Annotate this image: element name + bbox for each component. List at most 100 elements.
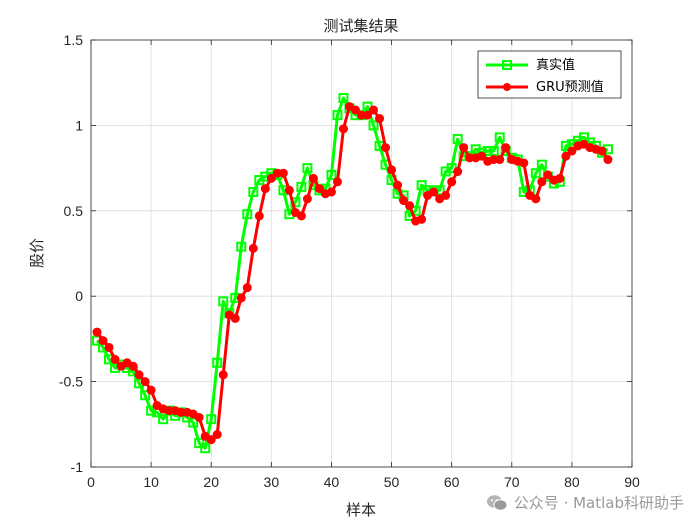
data-point (296, 211, 306, 221)
data-point (266, 173, 276, 183)
data-point (332, 177, 342, 187)
data-point (326, 187, 336, 197)
data-point (332, 110, 343, 121)
data-point (501, 143, 511, 153)
data-point (188, 417, 199, 428)
wechat-icon (486, 494, 508, 511)
data-point (296, 181, 307, 192)
data-point (350, 105, 360, 115)
legend: 真实值 GRU预测值 (477, 50, 622, 99)
data-point (92, 327, 102, 337)
data-point (104, 342, 114, 352)
chart-title: 测试集结果 (323, 17, 398, 35)
data-point (417, 214, 427, 224)
ticks (90, 39, 633, 468)
data-point (429, 187, 439, 197)
data-point (537, 177, 547, 187)
data-point (543, 170, 553, 180)
data-point (381, 143, 391, 153)
y-tick-label: -1 (71, 459, 84, 475)
data-point (519, 158, 529, 168)
data-point (98, 336, 108, 346)
data-point (194, 438, 205, 449)
data-point (314, 184, 324, 194)
x-tick-label: 90 (624, 474, 640, 490)
legend-label-gru: GRU预测值 (536, 79, 604, 95)
legend-box (477, 50, 622, 99)
data-point (218, 370, 228, 380)
data-point (230, 313, 240, 323)
data-point (447, 177, 457, 187)
data-point (338, 124, 348, 134)
data-point (477, 151, 487, 161)
data-point (369, 105, 379, 115)
data-point (212, 430, 222, 440)
data-point (254, 211, 264, 221)
data-point (128, 361, 138, 371)
data-point (284, 185, 294, 195)
x-tick-label: 0 (87, 474, 95, 490)
data-point (597, 146, 607, 156)
data-point (194, 412, 204, 422)
y-tick-label: 1 (75, 117, 83, 133)
data-point (495, 155, 505, 165)
x-tick-label: 50 (384, 474, 400, 490)
data-point (453, 167, 463, 177)
data-point (110, 354, 120, 364)
data-point (200, 443, 211, 454)
data-point (387, 165, 397, 175)
legend-swatch-real (486, 60, 528, 70)
legend-label-real: 真实值 (536, 57, 575, 73)
data-point (363, 110, 373, 120)
legend-marker (503, 83, 511, 91)
legend-swatch-gru (486, 83, 528, 91)
plot-area (91, 40, 632, 467)
data-point (536, 159, 547, 170)
watermark-text: 公众号 · Matlab科研助手 (513, 494, 684, 512)
tick-labels: 0 10 20 30 40 50 60 70 80 90 -1 -0.5 0 0.5 1 1.5 (59, 32, 640, 490)
y-axis-label: 股价 (28, 238, 46, 268)
series-1 (92, 102, 613, 445)
data-point (555, 173, 565, 183)
data-point (399, 196, 409, 206)
data-point (146, 385, 156, 395)
data-point (260, 184, 270, 194)
data-point (134, 370, 144, 380)
x-axis-label: 样本 (346, 501, 376, 519)
data-point (278, 168, 288, 178)
watermark: 公众号 · Matlab科研助手 (486, 492, 684, 513)
y-tick-label: 0.5 (64, 203, 84, 219)
series-layer (92, 93, 613, 454)
x-tick-label: 80 (564, 474, 580, 490)
data-point (452, 134, 463, 145)
data-point (308, 173, 318, 183)
data-point (140, 377, 150, 387)
data-point (302, 194, 312, 204)
data-point (561, 151, 571, 161)
data-point (338, 93, 349, 104)
data-point (326, 169, 337, 180)
y-tick-label: -0.5 (59, 374, 83, 390)
x-tick-label: 70 (504, 474, 520, 490)
data-point (302, 163, 313, 174)
data-point (405, 201, 415, 211)
data-point (416, 180, 427, 191)
y-tick-label: 1.5 (64, 32, 84, 48)
x-tick-label: 40 (324, 474, 340, 490)
plot-border (90, 39, 633, 468)
data-point (531, 194, 541, 204)
x-tick-label: 10 (143, 474, 159, 490)
data-point (368, 120, 379, 131)
data-point (459, 143, 469, 153)
data-point (236, 293, 246, 303)
data-point (236, 241, 247, 252)
data-point (212, 357, 223, 368)
data-point (248, 243, 258, 253)
data-point (248, 187, 259, 198)
data-point (488, 146, 499, 157)
data-point (206, 414, 217, 425)
x-tick-label: 30 (264, 474, 280, 490)
data-point (530, 168, 541, 179)
data-point (158, 414, 169, 425)
